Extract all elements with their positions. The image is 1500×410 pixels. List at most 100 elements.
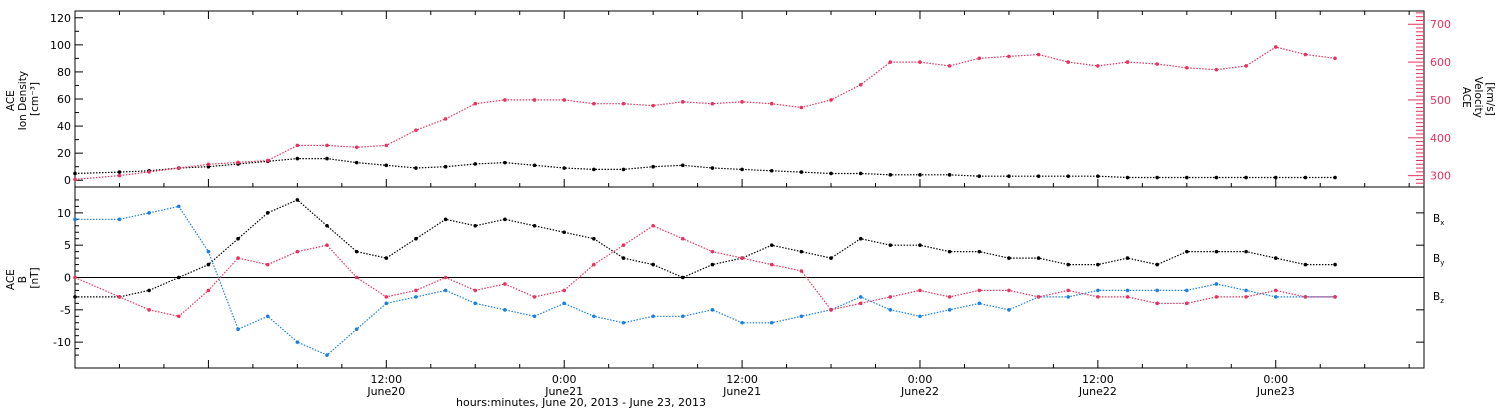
x-tick-time-label: 12:00 [1082,373,1114,386]
panel2-bx-point [325,223,329,228]
panel2-by-point [206,249,211,254]
panel2-bx-point [532,223,537,228]
panel2-bx-point [1066,262,1071,267]
panel1-ion-density-point [295,156,300,161]
panel1-velocity-point [651,103,655,108]
panel2-bz-point [651,223,655,228]
panel1-ion-density-point [1096,174,1100,178]
panel2-bz-trace [74,225,1336,317]
legend-bx: Bx [1433,213,1444,227]
axes-layer: 12:00June200:00June2112:00June210:00June… [50,11,1451,398]
panel1-ylabel-line2: Ion Density [17,71,29,130]
panel1-velocity-point [680,100,685,104]
panel2-by-point [147,211,151,215]
panel2-bx-point [147,288,151,293]
panel1-ion-density-point [1273,175,1278,180]
panel2-bz-point [888,295,893,299]
panel2-bx-point [829,256,833,260]
panel1-ion-density-point [651,164,655,169]
panel2-ylabel-line3: [nT] [29,267,41,288]
x-axis-title: hours:minutes, June 20, 2013 - June 23, … [456,396,706,409]
panel1-frame [74,10,1425,188]
x-tick-date-label: June22 [900,385,939,398]
panel2-bx-point [1125,256,1130,260]
panel2-bx-point [295,198,300,202]
panel1-ion-density-point [443,164,448,169]
panel2-bz-point [532,295,537,299]
panel1-ion-density-point [473,162,478,166]
panel2-bz-point [1303,295,1308,299]
panel1-ion-density-point [592,167,596,172]
panel2-bz-point [206,288,211,293]
panel1-y-tick-label: 100 [50,39,71,52]
panel2-y-tick-label: -10 [53,336,71,349]
legend-bz-sub: z [1440,297,1444,305]
panel2-by-point [977,301,982,306]
panel1-y-tick-label: 20 [57,147,71,160]
panel2-by-point [947,308,952,312]
panel1-ylabel-line1: ACE [5,90,17,111]
panel2-bx-point [858,236,863,241]
panel1-velocity-point [1155,62,1159,66]
x-tick-date-label: June22 [1078,385,1117,398]
panel1-velocity-point [1333,56,1337,61]
panel2-bx-point [621,256,626,260]
panel1-velocity-point [888,60,893,64]
panel1-velocity-point [710,101,715,106]
panel2-by-point [740,320,744,325]
panel1-velocity-point [206,162,211,167]
panel2-bz-point [592,262,596,267]
panel2-bz-point [1096,295,1100,299]
panel1-ylabel-line3: [cm⁻³] [29,82,41,116]
panel2-bx-point [680,275,685,280]
panel2-by-point [1096,288,1100,293]
legend-bz-main: B [1433,291,1440,303]
panel2-by-point [473,301,478,306]
panel1-ion-density-point [562,166,566,170]
legend-bx-main: B [1433,213,1440,225]
x-tick-time-label: 0:00 [552,373,577,386]
panel2-by-point [1244,288,1248,293]
panel2-by-point [532,314,537,319]
panel1-velocity-point [621,101,626,106]
series-layer [73,45,1337,357]
panel1-ion-density-point [532,163,537,168]
panel1-velocity-point [799,105,804,110]
panel2-bz-point [265,262,270,267]
panel2-bx-point [414,236,418,241]
panel1-y-tick-label: 0 [64,174,71,187]
panel2-by-point [354,327,359,332]
panel1-velocity-point [503,98,507,102]
panel1-y-tick-label: 60 [57,93,71,106]
panel1-velocity-point [1244,64,1248,68]
panel2-by-point [1066,295,1071,299]
panel1-ylabel: ACE Ion Density [cm⁻³] [5,68,41,131]
panel2-bz-point [354,275,359,280]
panel1-velocity-point [858,83,863,87]
panel1-velocity-point [1066,60,1071,64]
panel2-by-point [799,314,804,319]
panel1-velocity-point [1303,52,1308,57]
panel1-ion-density-point [918,173,922,177]
panel2-by-point [176,204,181,209]
panel1-ion-density-point [829,171,833,176]
panel2-bz-point [295,249,300,254]
panel1-y2label-line1: ACE [1460,87,1472,108]
panel1-ion-density-point [858,171,863,176]
panel1-ion-density-point [947,173,952,177]
panel2-by-point [1185,288,1189,293]
panel2-bx-point [473,223,478,228]
panel2-bz-point [977,288,982,293]
panel1-ion-density-point [503,160,507,165]
panel2-bz-point [443,275,448,280]
panel2-ylabel-line2: B [17,276,29,283]
panel1-ion-density-point [1214,175,1219,180]
panel2-by-point [503,308,507,312]
panel2-bx-point [799,249,804,254]
panel2-bz-point [1244,295,1248,299]
panel2-bx-trace [75,199,1336,298]
panel1-velocity-point [1007,54,1011,59]
panel2-by-point [680,314,685,319]
